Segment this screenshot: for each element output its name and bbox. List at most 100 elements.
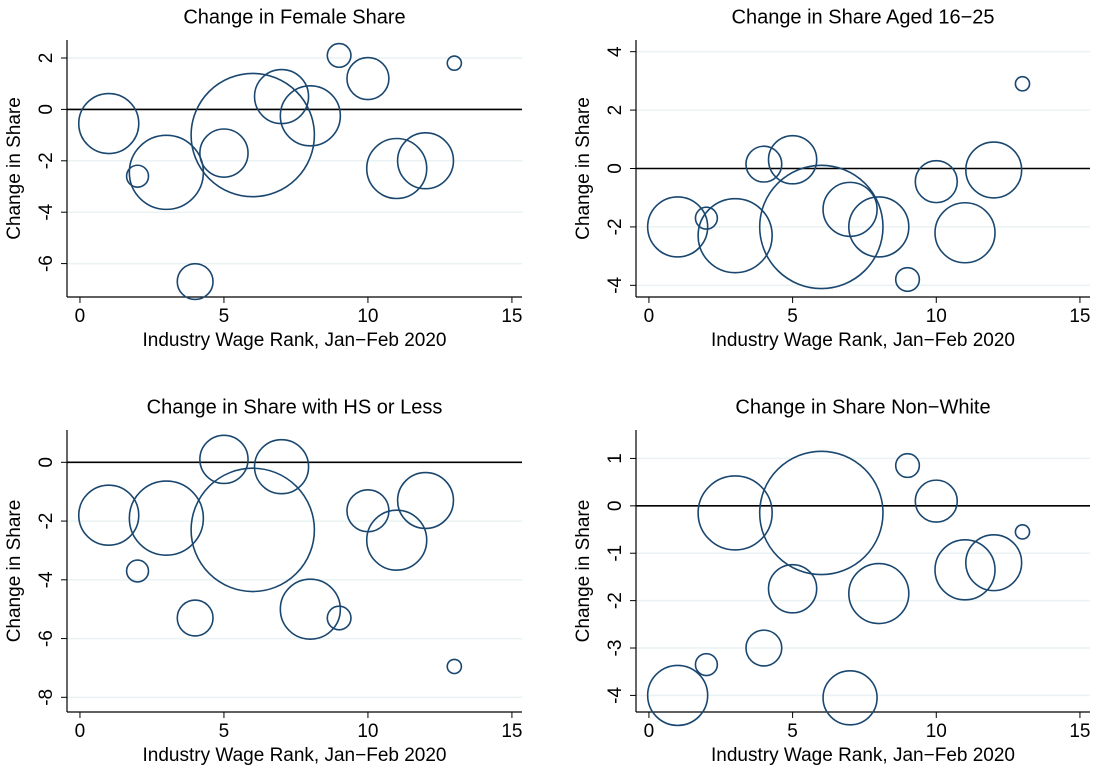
bubble [396, 132, 455, 190]
bubble [346, 56, 390, 101]
x-tick-label: 15 [1069, 721, 1090, 742]
y-tick-label: -8 [36, 689, 57, 706]
bubble [694, 206, 719, 230]
bubble [894, 452, 921, 479]
bubble [965, 141, 1023, 199]
y-tick-label: 4 [605, 46, 626, 57]
y-tick-label: -2 [605, 592, 626, 609]
bubble [965, 533, 1023, 592]
bubble [77, 484, 140, 546]
bubble [326, 42, 352, 69]
bubble [176, 262, 214, 301]
bubble [396, 471, 455, 530]
x-axis-label: Industry Wage Rank, Jan−Feb 2020 [143, 745, 447, 766]
x-axis-label: Industry Wage Rank, Jan−Feb 2020 [711, 330, 1015, 351]
bubble [1014, 524, 1031, 540]
x-tick-label: 15 [1069, 306, 1090, 327]
panel: -6 -4 -2 0 2 0 5 10 15 Change in Female Share Indu… [4, 6, 522, 351]
x-tick-label: 10 [357, 721, 378, 742]
chart-title: Change in Share with HS or Less [147, 396, 443, 418]
bubble [848, 562, 910, 625]
bubble [1014, 75, 1031, 92]
x-tick-label: 10 [926, 721, 947, 742]
bubble [822, 669, 878, 726]
y-tick-label: 0 [605, 163, 626, 174]
y-tick-label: -1 [605, 545, 626, 562]
x-tick-label: 15 [501, 721, 522, 742]
bubble [758, 450, 884, 576]
y-axis-label: Change in Share [573, 500, 594, 643]
bubble [934, 201, 996, 264]
y-tick-label: -6 [36, 255, 57, 272]
x-tick-label: 10 [926, 306, 947, 327]
bubble [646, 196, 709, 258]
y-tick-label: -2 [36, 152, 57, 169]
y-tick-label: -4 [605, 687, 626, 704]
y-tick-label: 0 [605, 501, 626, 512]
y-axis-label: Change in Share [573, 97, 594, 240]
x-axis-label: Industry Wage Rank, Jan−Feb 2020 [143, 330, 447, 351]
x-tick-label: 5 [219, 306, 230, 327]
y-axis-label: Change in Share [4, 97, 25, 240]
bubble [326, 605, 352, 631]
x-tick-label: 5 [219, 721, 230, 742]
x-tick-label: 0 [75, 306, 86, 327]
bubble [190, 72, 316, 198]
bubble [279, 85, 342, 147]
y-tick-label: -3 [605, 640, 626, 657]
bubble [934, 539, 996, 601]
bubble [758, 164, 884, 290]
bubble [446, 55, 463, 72]
x-axis-label: Industry Wage Rank, Jan−Feb 2020 [711, 745, 1015, 766]
bubble [822, 181, 878, 238]
y-tick-label: -2 [36, 513, 57, 530]
bubble [767, 134, 818, 185]
chart-title: Change in Female Share [183, 6, 405, 28]
bubble [894, 266, 921, 293]
x-tick-label: 0 [644, 721, 655, 742]
bubble [697, 475, 773, 551]
bubble [914, 479, 959, 523]
panel: -4 -2 0 2 4 0 5 10 15 Change in Share Aged 16−25 I… [573, 6, 1090, 351]
bubble [279, 578, 342, 640]
x-tick-label: 5 [787, 306, 798, 327]
x-tick-label: 0 [644, 306, 655, 327]
bubble [446, 658, 463, 675]
y-tick-label: 0 [36, 457, 57, 468]
bubble [646, 664, 709, 727]
y-tick-label: 1 [605, 453, 626, 464]
x-tick-label: 0 [75, 721, 86, 742]
y-tick-label: 2 [605, 105, 626, 116]
chart-title: Change in Share Non−White [735, 396, 990, 418]
bubble [199, 434, 249, 485]
x-tick-label: 10 [357, 306, 378, 327]
bubble [125, 164, 150, 188]
bubble [125, 559, 150, 583]
bubble [365, 137, 428, 200]
y-tick-label: -6 [36, 630, 57, 647]
bubble [346, 489, 390, 533]
y-tick-label: -4 [36, 571, 57, 588]
y-tick-label: -4 [605, 276, 626, 293]
chart-title: Change in Share Aged 16−25 [732, 6, 995, 28]
bubble [914, 159, 959, 204]
bubble [694, 652, 719, 677]
bubble [365, 509, 428, 571]
bubble [697, 197, 773, 274]
x-tick-label: 5 [787, 721, 798, 742]
bubble [77, 92, 140, 155]
y-tick-label: 0 [36, 104, 57, 115]
bubble [128, 480, 205, 556]
panel: -8 -6 -4 -2 0 0 5 10 15 Change in Share with HS o… [4, 396, 522, 766]
bubble [745, 145, 783, 183]
bubble [253, 438, 310, 495]
y-tick-label: -2 [605, 218, 626, 235]
bubble [745, 629, 783, 667]
y-tick-label: 2 [36, 53, 57, 64]
bubble [767, 563, 818, 614]
bubble [199, 128, 249, 178]
bubble [190, 467, 316, 593]
y-axis-label: Change in Share [4, 500, 25, 643]
